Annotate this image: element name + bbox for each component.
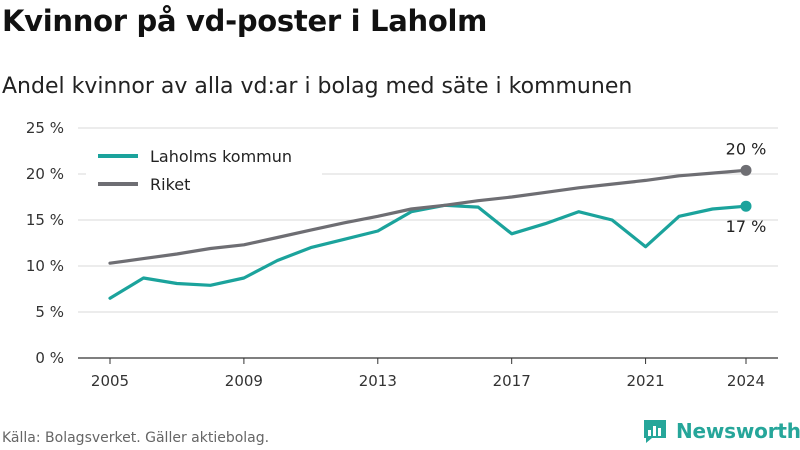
brand-logo: Newsworthy — [642, 418, 800, 444]
x-axis-ticks: 2005 2009 2013 2017 2021 2024 — [91, 358, 765, 390]
series-end-label: 17 % — [726, 217, 767, 236]
legend-label: Laholms kommun — [150, 147, 292, 166]
x-tick-label: 2013 — [359, 372, 397, 390]
y-tick-label: 25 % — [26, 119, 64, 137]
y-axis-ticks: 0 % 5 % 10 % 15 % 20 % 25 % — [26, 119, 64, 367]
series-end-label: 20 % — [726, 139, 767, 158]
series-end-point — [740, 200, 752, 212]
y-tick-label: 20 % — [26, 165, 64, 183]
chart-title: Kvinnor på vd-poster i Laholm — [2, 4, 488, 38]
series-line-laholm — [108, 203, 748, 300]
legend: Laholms kommun Riket — [86, 140, 322, 200]
x-tick-label: 2024 — [727, 372, 765, 390]
y-tick-label: 10 % — [26, 257, 64, 275]
y-tick-label: 0 % — [35, 349, 64, 367]
chart-subtitle: Andel kvinnor av alla vd:ar i bolag med … — [2, 74, 633, 99]
newsworthy-logo-icon — [644, 420, 666, 443]
x-tick-label: 2009 — [225, 372, 263, 390]
legend-label: Riket — [150, 175, 190, 194]
series-lines: 17 % 20 % — [108, 139, 767, 300]
x-tick-label: 2005 — [91, 372, 129, 390]
series-end-point — [740, 164, 752, 176]
brand-label: Newsworthy — [676, 419, 800, 443]
line-chart: 0 %5 %10 %15 %20 %25 % 2005 2009 2013 2017 2… — [26, 119, 778, 390]
series-line-riket — [108, 168, 748, 265]
y-tick-label: 5 % — [35, 303, 64, 321]
x-tick-label: 2017 — [493, 372, 531, 390]
y-tick-label: 15 % — [26, 211, 64, 229]
source-note: Källa: Bolagsverket. Gäller aktiebolag. — [2, 430, 270, 446]
x-tick-label: 2021 — [626, 372, 664, 390]
legend-background — [86, 140, 322, 200]
